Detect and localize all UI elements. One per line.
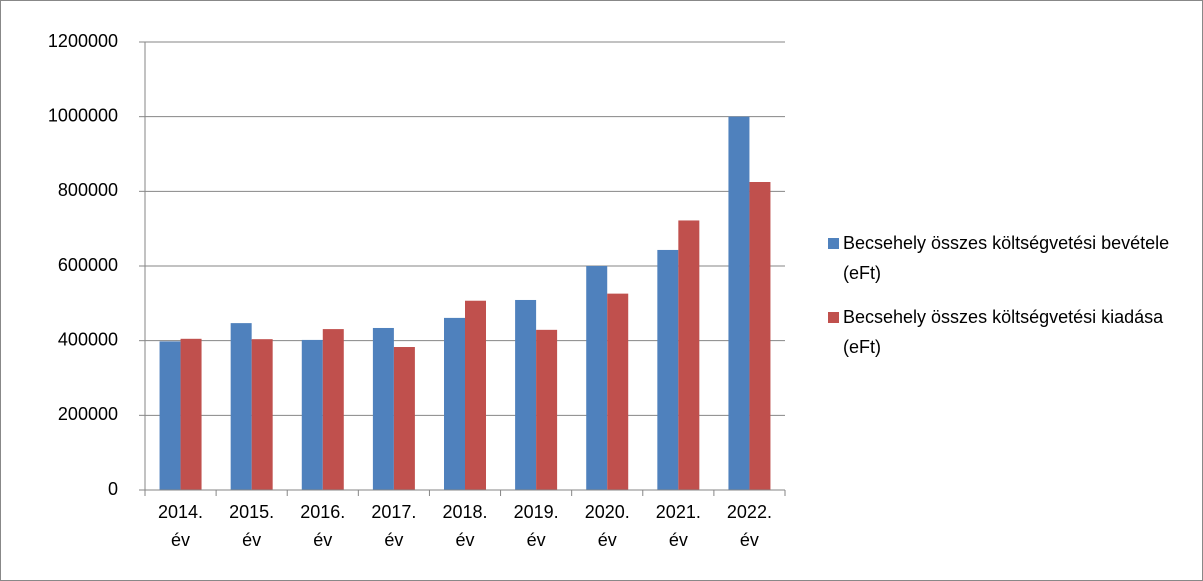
- bar: [657, 249, 679, 490]
- bar: [393, 347, 415, 490]
- x-tick-label: 2018. év: [442, 502, 488, 550]
- legend-item: Becsehely összes költségvetési bevétele …: [828, 228, 1198, 288]
- y-tick-label: 0: [108, 479, 118, 499]
- bar: [515, 299, 537, 490]
- x-tick-label: 2021. év: [655, 502, 701, 550]
- bar: [372, 327, 394, 490]
- bar: [322, 329, 344, 490]
- bar: [159, 341, 181, 490]
- bar: [607, 293, 629, 490]
- legend-item: Becsehely összes költségvetési kiadása (…: [828, 302, 1198, 362]
- bar: [728, 116, 750, 491]
- x-tick-label: 2015. év: [229, 502, 275, 550]
- bar: [749, 182, 771, 490]
- bar: [536, 329, 558, 490]
- legend-swatch: [828, 238, 839, 249]
- y-tick-label: 200000: [58, 404, 118, 424]
- legend-label: Becsehely összes költségvetési kiadása (…: [843, 307, 1164, 357]
- y-tick-label: 1200000: [48, 31, 118, 51]
- x-tick-label: 2017. év: [371, 502, 417, 550]
- x-tick-label: 2019. év: [513, 502, 559, 550]
- bar: [251, 339, 273, 490]
- bar: [465, 300, 486, 490]
- legend-swatch: [828, 312, 839, 323]
- bar: [301, 339, 323, 490]
- y-tick-label: 1000000: [48, 105, 118, 125]
- x-tick-label: 2022. év: [726, 502, 772, 550]
- y-tick-label: 400000: [58, 329, 118, 349]
- bar: [444, 317, 465, 490]
- y-tick-label: 800000: [58, 180, 118, 200]
- bar: [230, 323, 252, 490]
- bar: [586, 266, 608, 490]
- x-tick-label: 2020. év: [584, 502, 630, 550]
- x-tick-label: 2014. év: [158, 502, 204, 550]
- legend: Becsehely összes költségvetési bevétele …: [828, 228, 1198, 376]
- x-tick-label: 2016. év: [300, 502, 346, 550]
- y-tick-label: 600000: [58, 255, 118, 275]
- bar: [678, 220, 700, 490]
- bar: [180, 338, 202, 490]
- legend-label: Becsehely összes költségvetési bevétele …: [843, 233, 1170, 283]
